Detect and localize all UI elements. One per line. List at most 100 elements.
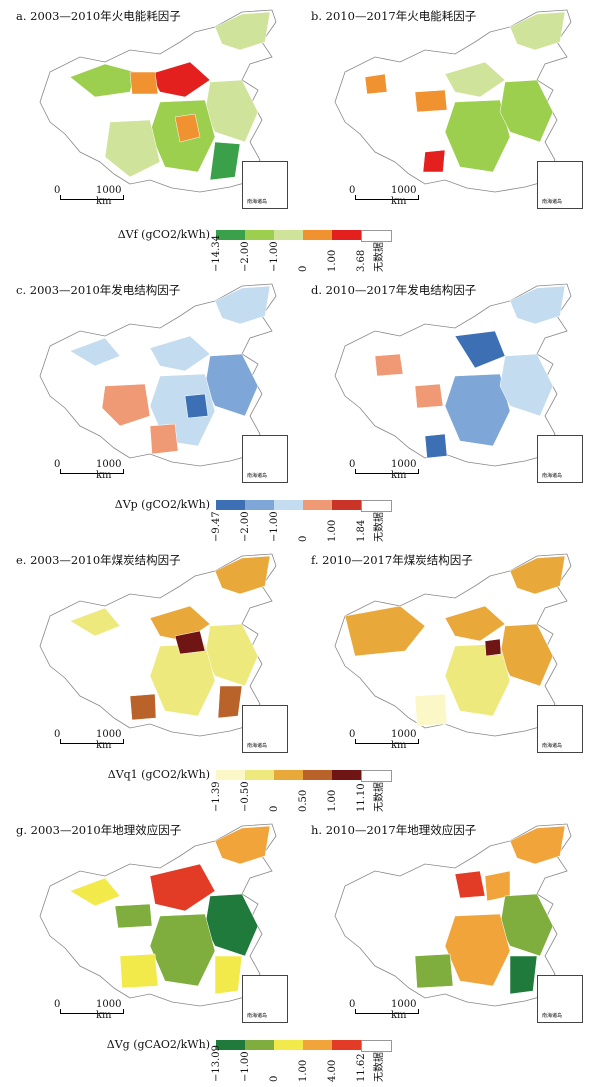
panel-c: c. 2003—2010年发电结构因子 0 1000 km 南海诸岛	[10, 276, 296, 491]
legend-title: ΔVq1 (gCO2/kWh)	[107, 768, 210, 781]
panel-title: a. 2003—2010年火电能耗因子	[16, 9, 181, 23]
panel-h: h. 2010—2017年地理效应因子 0 1000 km 南海诸岛	[305, 816, 591, 1031]
legend-swatch	[216, 770, 245, 780]
panel-b: b. 2010—2017年火电能耗因子 0 1000 km 南海诸岛	[305, 2, 591, 217]
legend-swatch	[361, 230, 392, 242]
legend-tick: −0.50	[240, 781, 251, 812]
legend-tick: 无数据	[374, 782, 385, 812]
panel-e: e. 2003—2010年煤炭结构因子 0 1000 km 南海诸岛	[10, 546, 296, 761]
legend-vf: ΔVf (gCO2/kWh) −14.34 −2.00 −1.00 0 1.00…	[0, 228, 605, 272]
panel-title: c. 2003—2010年发电结构因子	[16, 283, 181, 297]
legend-tick: −2.00	[240, 241, 251, 272]
legend-title: ΔVf (gCO2/kWh)	[117, 228, 210, 241]
legend-tick: 0	[269, 805, 280, 812]
legend-swatch	[361, 770, 392, 782]
legend-swatch	[303, 770, 332, 780]
legend-swatch	[303, 230, 332, 240]
south-china-sea-inset: 南海诸岛	[242, 975, 288, 1023]
legend-vg: ΔVg (gCAO2/kWh) −13.09 −1.00 0 1.00 4.00…	[0, 1038, 605, 1082]
legend-swatch	[216, 230, 245, 240]
legend-swatch	[332, 770, 361, 780]
south-china-sea-inset: 南海诸岛	[537, 435, 583, 483]
china-map	[334, 283, 572, 467]
panel-title: g. 2003—2010年地理效应因子	[16, 823, 182, 837]
legend-swatch	[303, 1040, 332, 1050]
china-map	[39, 823, 277, 1007]
scale-bar: 0 1000 km	[54, 999, 124, 1021]
legend-vp: ΔVp (gCO2/kWh) −9.47 −2.00 −1.00 0 1.00 …	[0, 498, 605, 542]
panel-title: h. 2010—2017年地理效应因子	[311, 823, 477, 837]
scale-bar: 0 1000 km	[349, 459, 419, 481]
legend-tick: 1.00	[327, 249, 338, 272]
panel-title: b. 2010—2017年火电能耗因子	[311, 9, 477, 23]
legend-swatch	[274, 1040, 303, 1050]
legend-tick: 11.10	[356, 783, 367, 812]
legend-tick: −2.00	[240, 511, 251, 542]
legend-tick: 1.00	[327, 519, 338, 542]
legend-tick: 无数据	[374, 1052, 385, 1082]
legend-swatch	[332, 230, 361, 240]
china-map	[334, 9, 572, 193]
legend-swatch	[274, 500, 303, 510]
panel-title: f. 2010—2017年煤炭结构因子	[311, 553, 473, 567]
scale-bar: 0 1000 km	[54, 459, 124, 481]
legend-title: ΔVg (gCAO2/kWh)	[106, 1038, 210, 1051]
panel-g: g. 2003—2010年地理效应因子 0 1000 km 南海诸岛	[10, 816, 296, 1031]
panel-a: a. 2003—2010年火电能耗因子 0 1000 km 南海诸岛	[10, 2, 296, 217]
panel-title: d. 2010—2017年发电结构因子	[311, 283, 477, 297]
china-map	[334, 823, 572, 1007]
legend-swatch	[303, 500, 332, 510]
legend-tick: 0	[269, 1075, 280, 1082]
scale-bar: 0 1000 km	[349, 185, 419, 207]
legend-tick: 3.68	[356, 249, 367, 272]
legend-swatch	[216, 1040, 245, 1050]
legend-tick: 无数据	[374, 512, 385, 542]
legend-tick: 11.62	[356, 1053, 367, 1082]
legend-tick: 0	[298, 535, 309, 542]
china-map	[39, 553, 277, 737]
south-china-sea-inset: 南海诸岛	[537, 705, 583, 753]
china-map	[334, 553, 572, 737]
south-china-sea-inset: 南海诸岛	[537, 161, 583, 209]
legend-swatch	[245, 500, 274, 510]
legend-tick: 1.00	[298, 1059, 309, 1082]
panel-d: d. 2010—2017年发电结构因子 0 1000 km 南海诸岛	[305, 276, 591, 491]
scale-bar: 0 1000 km	[54, 185, 124, 207]
panel-f: f. 2010—2017年煤炭结构因子 0 1000 km 南海诸岛	[305, 546, 591, 761]
legend-tick: −13.09	[211, 1044, 222, 1082]
legend-tick: 1.84	[356, 519, 367, 542]
legend-vq1: ΔVq1 (gCO2/kWh) −1.39 −0.50 0 0.50 1.00 …	[0, 768, 605, 812]
legend-swatch	[361, 1040, 392, 1052]
legend-swatch	[245, 230, 274, 240]
south-china-sea-inset: 南海诸岛	[242, 705, 288, 753]
legend-swatch	[245, 770, 274, 780]
legend-tick: 1.00	[327, 789, 338, 812]
legend-tick: −1.00	[269, 511, 280, 542]
china-map	[39, 283, 277, 467]
legend-tick: 0	[298, 265, 309, 272]
legend-swatch	[332, 500, 361, 510]
legend-swatch	[274, 230, 303, 240]
legend-tick: −1.39	[211, 781, 222, 812]
legend-tick: −1.00	[240, 1051, 251, 1082]
scale-bar: 0 1000 km	[349, 729, 419, 751]
legend-tick: −14.34	[211, 234, 222, 272]
legend-tick: 0.50	[298, 789, 309, 812]
legend-tick: −9.47	[211, 511, 222, 542]
panel-title: e. 2003—2010年煤炭结构因子	[16, 553, 181, 567]
legend-swatch	[245, 1040, 274, 1050]
legend-tick: 4.00	[327, 1059, 338, 1082]
legend-swatch	[361, 500, 392, 512]
south-china-sea-inset: 南海诸岛	[537, 975, 583, 1023]
legend-swatch	[332, 1040, 361, 1050]
legend-title: ΔVp (gCO2/kWh)	[114, 498, 210, 511]
scale-bar: 0 1000 km	[54, 729, 124, 751]
legend-swatch	[274, 770, 303, 780]
legend-tick: −1.00	[269, 241, 280, 272]
south-china-sea-inset: 南海诸岛	[242, 161, 288, 209]
legend-swatch	[216, 500, 245, 510]
south-china-sea-inset: 南海诸岛	[242, 435, 288, 483]
legend-tick: 无数据	[374, 242, 385, 272]
scale-bar: 0 1000 km	[349, 999, 419, 1021]
china-map	[39, 9, 277, 193]
